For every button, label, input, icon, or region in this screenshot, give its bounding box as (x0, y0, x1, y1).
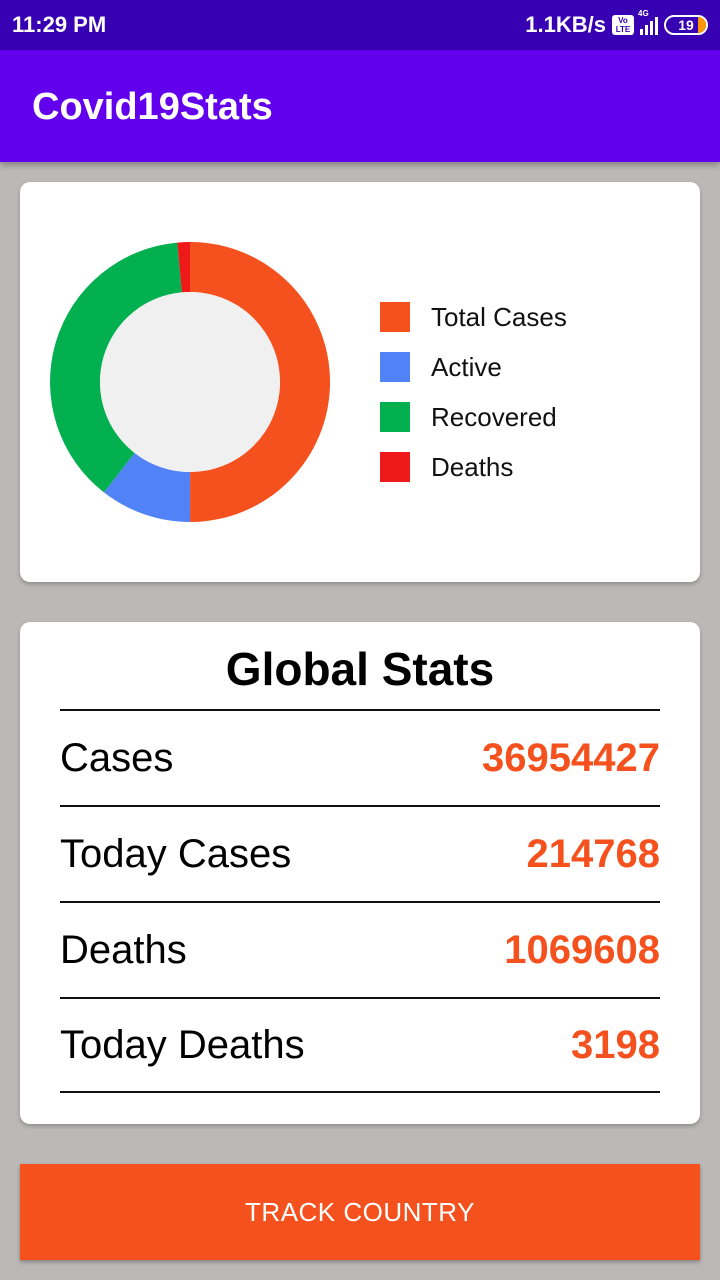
volte-icon: Vo LTE (612, 15, 634, 35)
app-bar: Covid19Stats (0, 50, 720, 162)
stat-value: 214768 (526, 831, 660, 876)
stats-row: Cases 36954427 (60, 709, 660, 805)
stat-label: Deaths (60, 927, 187, 972)
global-stats-table: Cases 36954427 Today Cases 214768 Deaths 1069… (60, 709, 660, 1093)
battery-icon: 19 (664, 15, 708, 35)
stat-label: Today Deaths (60, 1022, 305, 1067)
donut-center (100, 292, 280, 472)
volte-top-text: Vo (618, 16, 628, 25)
stat-value: 1069608 (504, 927, 660, 972)
stats-row: Deaths 1069608 (60, 901, 660, 997)
network-speed: 1.1KB/s (525, 12, 606, 37)
legend-item: Total Cases (380, 292, 567, 342)
track-country-button[interactable]: TRACK COUNTRY (20, 1164, 700, 1260)
status-indicators: 1.1KB/s Vo LTE 4G 19 (525, 9, 708, 39)
legend-item: Deaths (380, 442, 567, 492)
stat-label: Today Cases (60, 831, 292, 876)
slice-active (103, 452, 191, 522)
chart-card: Total Cases Active Recovered Deaths (20, 182, 700, 582)
volte-bottom-text: LTE (615, 25, 631, 34)
legend-item: Active (380, 342, 567, 392)
legend-swatch (380, 352, 410, 382)
stat-value: 36954427 (482, 735, 660, 780)
legend-swatch (380, 452, 410, 482)
slice-total-cases (190, 242, 331, 522)
network-type: 4G (638, 9, 649, 18)
legend-label: Recovered (431, 401, 557, 432)
status-time: 11:29 PM (12, 12, 107, 37)
stat-value: 3198 (571, 1022, 660, 1067)
donut-chart (50, 242, 331, 522)
legend-item: Recovered (380, 392, 567, 442)
legend-swatch (380, 302, 410, 332)
legend-label: Total Cases (431, 301, 567, 332)
legend-label: Active (431, 351, 502, 382)
chart-legend: Total Cases Active Recovered Deaths (380, 292, 567, 492)
stats-row: Today Deaths 3198 (60, 997, 660, 1093)
signal-icon: 4G (638, 9, 658, 35)
legend-label: Deaths (431, 451, 514, 482)
stats-row: Today Cases 214768 (60, 805, 660, 901)
slice-recovered (50, 242, 182, 493)
legend-swatch (380, 402, 410, 432)
status-bar: 11:29 PM 1.1KB/s Vo LTE 4G 19 (0, 0, 720, 50)
slice-deaths (177, 242, 190, 293)
stat-label: Cases (60, 735, 174, 780)
battery-level: 19 (678, 17, 694, 33)
app-title: Covid19Stats (32, 86, 273, 128)
global-stats-title: Global Stats (225, 643, 495, 695)
global-stats-card: Global Stats Cases 36954427 Today Cases 214… (20, 622, 700, 1124)
